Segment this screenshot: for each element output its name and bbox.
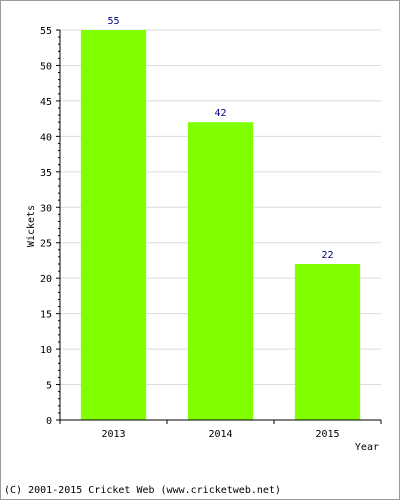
bars [80,30,361,420]
y-tick-label: 35 [40,168,52,179]
tick-labels: 0 5 10 15 20 25 30 35 40 45 50 55 55 2013 42 2014 22 2015 [40,16,340,440]
bar [80,30,147,420]
x-tick-label: 2014 [208,429,232,440]
bar [187,122,254,420]
y-axis-label: Wickets [26,205,37,247]
data-label: 55 [107,16,119,27]
y-tick-label: 15 [40,310,52,321]
copyright-footer: (C) 2001-2015 Cricket Web (www.cricketwe… [4,485,281,496]
data-label: 42 [214,108,226,119]
y-tick-label: 55 [40,26,52,37]
y-tick-label: 5 [46,381,52,392]
y-tick-label: 50 [40,61,52,72]
x-axis-label: Year [355,442,379,453]
y-tick-label: 30 [40,203,52,214]
y-tick-label: 40 [40,132,52,143]
y-tick-label: 45 [40,97,52,108]
y-tick-label: 0 [46,416,52,427]
bar [294,264,361,420]
y-tick-label: 20 [40,274,52,285]
y-tick-label: 10 [40,345,52,356]
x-tick-label: 2013 [101,429,125,440]
data-label: 22 [321,250,333,261]
axes [56,29,382,424]
y-tick-label: 25 [40,239,52,250]
x-tick-label: 2015 [315,429,339,440]
